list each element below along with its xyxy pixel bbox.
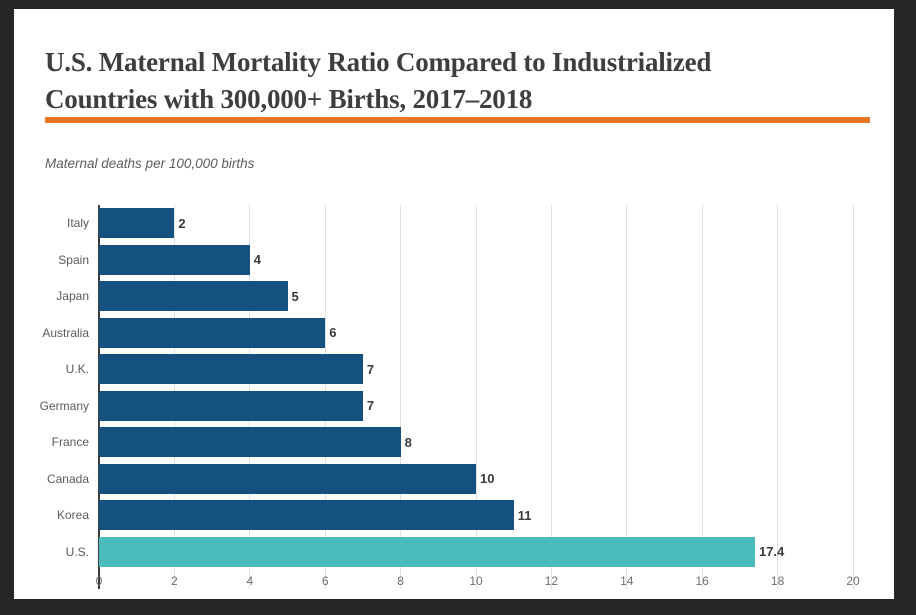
bar-chart: Italy 2 Spain 4 Japan 5 Australia 6 U.K. 7 Germany… [40, 205, 860, 605]
bar-japan [99, 281, 288, 312]
bar-row: Canada 10 [47, 461, 853, 498]
page-title: U.S. Maternal Mortality Ratio Compared t… [45, 47, 712, 115]
x-tick-label: 2 [171, 574, 178, 588]
x-tick-label: 6 [321, 574, 329, 588]
category-label: Italy [66, 216, 89, 231]
bar-korea [99, 500, 514, 531]
gridline [777, 205, 779, 589]
bar-row: Italy 2 [67, 205, 853, 242]
gridline [852, 205, 854, 589]
value-label: 17.4 [758, 544, 785, 560]
category-label: Australia [42, 325, 89, 340]
gridline [475, 205, 477, 589]
x-tick-label: 14 [620, 574, 634, 588]
gridline [701, 205, 703, 589]
value-label: 8 [404, 434, 412, 450]
x-tick-label: 12 [544, 574, 559, 588]
bar-row: U.S. 17.4 [66, 534, 853, 571]
value-label: 7 [366, 361, 375, 377]
bar-rows: Italy 2 Spain 4 Japan 5 Australia 6 U.K. 7 Germany… [40, 205, 853, 571]
bar-spain [99, 244, 250, 275]
bar-germany [99, 390, 363, 421]
bar-u-s [99, 536, 755, 567]
gridline [400, 205, 402, 589]
value-label: 10 [480, 471, 495, 487]
x-tick-label: 10 [469, 574, 483, 588]
category-label: France [51, 435, 89, 450]
chart-card: U.S. Maternal Mortality Ratio Compared t… [14, 9, 894, 599]
bar-italy [99, 208, 175, 239]
value-label: 6 [329, 325, 337, 341]
bar-row: U.K. 7 [66, 351, 853, 388]
category-label: Germany [39, 398, 89, 413]
category-label: Spain [58, 252, 89, 267]
bar-u-k [99, 354, 363, 385]
value-label: 11 [517, 507, 532, 523]
plot-area: Italy 2 Spain 4 Japan 5 Australia 6 U.K. 7 Germany… [40, 205, 860, 589]
value-label: 7 [366, 398, 375, 414]
gridline [550, 205, 552, 589]
x-tick-label: 18 [770, 574, 785, 588]
x-tick-label: 8 [397, 574, 404, 588]
category-label: Japan [56, 289, 89, 304]
bar-row: Korea 11 [57, 497, 853, 534]
bar-canada [99, 463, 476, 494]
accent-divider [45, 117, 870, 123]
axis-units-label: Maternal deaths per 100,000 births [45, 156, 255, 171]
bar-australia [99, 317, 326, 348]
x-tick-label: 4 [246, 574, 254, 588]
x-tick-label: 0 [95, 574, 103, 588]
bar-row: Spain 4 [58, 242, 853, 279]
value-label: 2 [178, 215, 186, 231]
bar-france [99, 427, 401, 458]
category-label: U.S. [65, 544, 89, 559]
bar-row: France 8 [52, 424, 853, 461]
bar-row: Japan 5 [56, 278, 853, 315]
category-label: Korea [56, 508, 89, 523]
value-label: 4 [253, 252, 262, 268]
category-label: Canada [46, 471, 89, 486]
bar-row: Australia 6 [42, 315, 853, 352]
category-label: U.K. [65, 362, 89, 377]
x-tick-label: 16 [695, 574, 709, 588]
x-tick-label: 20 [846, 574, 860, 588]
value-label: 5 [291, 288, 299, 304]
gridline [626, 205, 628, 589]
bar-row: Germany 7 [40, 388, 853, 425]
